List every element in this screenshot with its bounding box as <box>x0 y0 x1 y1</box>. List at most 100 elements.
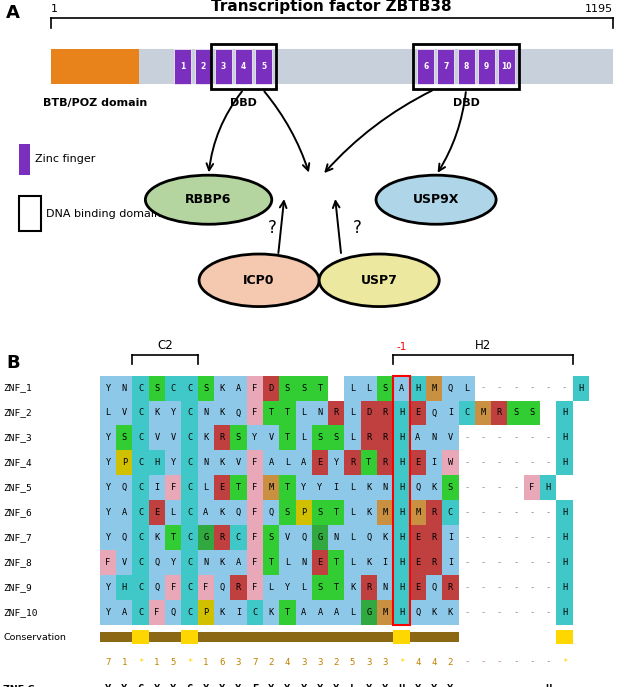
FancyBboxPatch shape <box>344 475 361 500</box>
FancyBboxPatch shape <box>393 401 410 425</box>
Text: N: N <box>334 533 339 542</box>
FancyBboxPatch shape <box>133 575 149 600</box>
FancyBboxPatch shape <box>100 475 116 500</box>
Text: S: S <box>154 383 159 392</box>
FancyBboxPatch shape <box>393 600 410 624</box>
FancyBboxPatch shape <box>165 451 181 475</box>
Text: L: L <box>350 508 355 517</box>
Text: -: - <box>529 684 535 687</box>
FancyBboxPatch shape <box>296 500 312 525</box>
FancyBboxPatch shape <box>279 500 296 525</box>
FancyBboxPatch shape <box>174 49 191 84</box>
Text: N: N <box>301 558 307 567</box>
Text: K: K <box>219 558 225 567</box>
FancyBboxPatch shape <box>312 525 328 550</box>
Text: L: L <box>301 583 307 592</box>
FancyBboxPatch shape <box>230 550 246 575</box>
FancyBboxPatch shape <box>361 500 377 525</box>
Text: A: A <box>204 508 209 517</box>
Text: T: T <box>317 383 322 392</box>
Text: Y: Y <box>317 483 322 492</box>
FancyBboxPatch shape <box>459 376 475 401</box>
FancyBboxPatch shape <box>181 575 198 600</box>
Text: -: - <box>545 533 551 542</box>
Text: H: H <box>562 583 567 592</box>
Text: C: C <box>138 483 143 492</box>
FancyBboxPatch shape <box>344 451 361 475</box>
Text: C: C <box>138 533 143 542</box>
Text: F: F <box>252 458 257 467</box>
Text: C: C <box>171 383 176 392</box>
Text: I: I <box>334 483 339 492</box>
FancyBboxPatch shape <box>181 525 198 550</box>
Text: -: - <box>545 657 551 666</box>
Text: B: B <box>6 354 20 372</box>
FancyBboxPatch shape <box>377 500 393 525</box>
Text: 1: 1 <box>179 62 185 71</box>
FancyBboxPatch shape <box>230 632 246 642</box>
Text: T: T <box>334 558 339 567</box>
FancyBboxPatch shape <box>507 401 524 425</box>
Text: -: - <box>480 458 485 467</box>
FancyBboxPatch shape <box>133 451 149 475</box>
Text: X: X <box>219 684 225 687</box>
Text: K: K <box>219 409 225 418</box>
Text: -: - <box>464 608 470 617</box>
Text: Q: Q <box>415 608 420 617</box>
Text: Y: Y <box>106 433 111 442</box>
Text: C: C <box>138 684 143 687</box>
Text: R: R <box>219 433 225 442</box>
FancyBboxPatch shape <box>149 425 165 451</box>
Text: L: L <box>349 684 356 687</box>
Text: N: N <box>432 433 437 442</box>
Text: -: - <box>513 657 518 666</box>
FancyBboxPatch shape <box>459 401 475 425</box>
FancyBboxPatch shape <box>328 500 344 525</box>
Text: Y: Y <box>285 583 290 592</box>
FancyBboxPatch shape <box>377 401 393 425</box>
FancyBboxPatch shape <box>442 525 459 550</box>
Text: K: K <box>269 608 274 617</box>
Text: *: * <box>562 657 568 666</box>
FancyBboxPatch shape <box>116 525 133 550</box>
FancyBboxPatch shape <box>149 550 165 575</box>
Text: X: X <box>415 684 421 687</box>
FancyBboxPatch shape <box>312 425 328 451</box>
Text: M: M <box>480 409 485 418</box>
FancyBboxPatch shape <box>393 475 410 500</box>
FancyBboxPatch shape <box>279 600 296 624</box>
FancyBboxPatch shape <box>116 451 133 475</box>
Text: X: X <box>170 684 176 687</box>
Text: Q: Q <box>154 583 159 592</box>
Text: Q: Q <box>415 483 420 492</box>
Text: K: K <box>219 383 225 392</box>
FancyBboxPatch shape <box>426 401 442 425</box>
Text: Y: Y <box>106 458 111 467</box>
Text: C: C <box>187 508 192 517</box>
FancyBboxPatch shape <box>149 575 165 600</box>
FancyBboxPatch shape <box>214 475 230 500</box>
Text: V: V <box>448 433 453 442</box>
FancyBboxPatch shape <box>328 575 344 600</box>
Text: A: A <box>269 458 274 467</box>
Text: I: I <box>382 558 388 567</box>
FancyBboxPatch shape <box>344 500 361 525</box>
Text: 10: 10 <box>501 62 512 71</box>
Text: ZNF_7: ZNF_7 <box>3 533 32 542</box>
FancyBboxPatch shape <box>255 49 272 84</box>
Text: H: H <box>415 383 420 392</box>
FancyBboxPatch shape <box>296 451 312 475</box>
Text: S: S <box>122 433 127 442</box>
FancyBboxPatch shape <box>442 500 459 525</box>
FancyBboxPatch shape <box>263 632 279 642</box>
FancyBboxPatch shape <box>524 401 540 425</box>
Text: M: M <box>432 383 437 392</box>
Text: -: - <box>480 508 485 517</box>
Text: A: A <box>301 458 307 467</box>
Text: A: A <box>236 383 241 392</box>
FancyBboxPatch shape <box>198 500 214 525</box>
Text: 3: 3 <box>221 62 226 71</box>
FancyBboxPatch shape <box>116 425 133 451</box>
FancyBboxPatch shape <box>328 451 344 475</box>
Text: T: T <box>269 558 274 567</box>
